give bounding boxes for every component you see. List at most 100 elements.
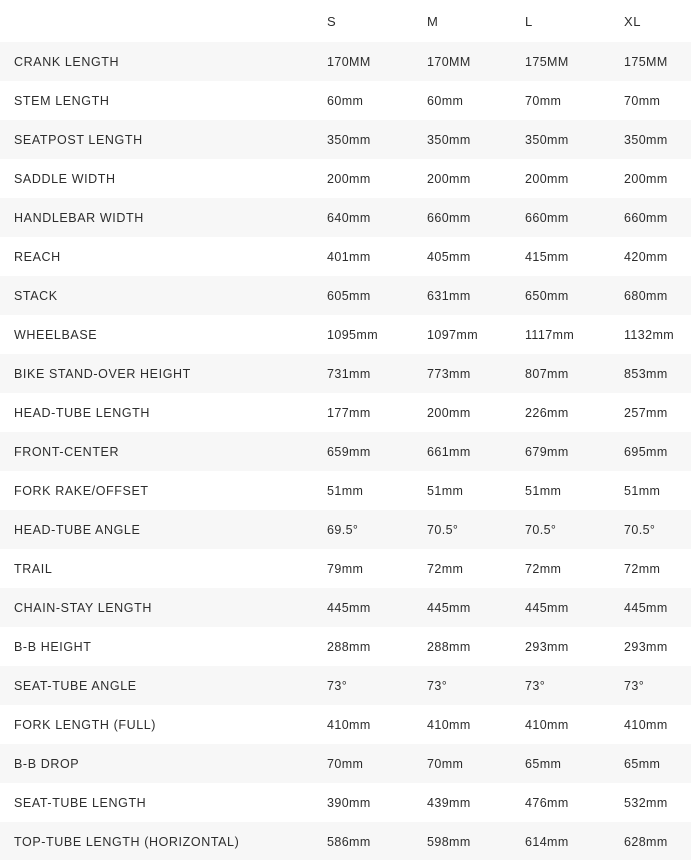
spec-label: WHEELBASE xyxy=(14,327,98,342)
spec-value: 445mm xyxy=(525,600,569,615)
spec-label: FORK LENGTH (FULL) xyxy=(14,717,157,732)
spec-label: TOP-TUBE LENGTH (HORIZONTAL) xyxy=(14,834,240,849)
table-row: SEAT-TUBE ANGLE 73° 73° 73° 73° xyxy=(0,666,691,705)
table-row: B-B HEIGHT 288mm 288mm 293mm 293mm xyxy=(0,627,691,666)
spec-value: 70.5° xyxy=(525,522,557,537)
spec-value: 175MM xyxy=(525,54,569,69)
spec-label: CRANK LENGTH xyxy=(14,54,120,69)
spec-label: HEAD-TUBE ANGLE xyxy=(14,522,141,537)
spec-value: 415mm xyxy=(525,249,569,264)
spec-value: 660mm xyxy=(427,210,471,225)
spec-label: B-B DROP xyxy=(14,756,80,771)
spec-label: SEAT-TUBE ANGLE xyxy=(14,678,137,693)
table-row: HANDLEBAR WIDTH 640mm 660mm 660mm 660mm xyxy=(0,198,691,237)
table-body: CRANK LENGTH 170MM 170MM 175MM 175MM STEM LEN… xyxy=(0,42,691,860)
spec-label: CHAIN-STAY LENGTH xyxy=(14,600,152,615)
spec-value: 1132mm xyxy=(624,327,675,342)
spec-value: 79mm xyxy=(327,561,364,576)
spec-value: 628mm xyxy=(624,834,668,849)
spec-label: SEATPOST LENGTH xyxy=(14,132,143,147)
spec-value: 226mm xyxy=(525,405,569,420)
spec-value: 51mm xyxy=(624,483,661,498)
spec-value: 605mm xyxy=(327,288,371,303)
table-row: FORK LENGTH (FULL) 410mm 410mm 410mm 410mm xyxy=(0,705,691,744)
spec-value: 350mm xyxy=(327,132,371,147)
spec-value: 410mm xyxy=(427,717,471,732)
table-row: HEAD-TUBE LENGTH 177mm 200mm 226mm 257mm xyxy=(0,393,691,432)
spec-value: 410mm xyxy=(624,717,668,732)
spec-value: 1117mm xyxy=(525,327,575,342)
spec-value: 293mm xyxy=(525,639,569,654)
size-header-row: S M L XL xyxy=(0,0,691,42)
spec-value: 72mm xyxy=(624,561,661,576)
spec-label: SEAT-TUBE LENGTH xyxy=(14,795,147,810)
spec-label: FRONT-CENTER xyxy=(14,444,120,459)
table-row: SADDLE WIDTH 200mm 200mm 200mm 200mm xyxy=(0,159,691,198)
spec-value: 60mm xyxy=(427,93,464,108)
spec-value: 72mm xyxy=(427,561,464,576)
spec-value: 659mm xyxy=(327,444,371,459)
spec-value: 70mm xyxy=(427,756,464,771)
spec-value: 51mm xyxy=(427,483,464,498)
size-column-header-m: M xyxy=(427,13,439,29)
spec-value: 405mm xyxy=(427,249,471,264)
spec-value: 70.5° xyxy=(624,522,656,537)
spec-value: 679mm xyxy=(525,444,569,459)
spec-value: 532mm xyxy=(624,795,668,810)
spec-value: 631mm xyxy=(427,288,471,303)
table-row: SEAT-TUBE LENGTH 390mm 439mm 476mm 532mm xyxy=(0,783,691,822)
spec-label: STACK xyxy=(14,288,58,303)
spec-value: 170MM xyxy=(327,54,371,69)
table-row: CRANK LENGTH 170MM 170MM 175MM 175MM xyxy=(0,42,691,81)
spec-value: 350mm xyxy=(427,132,471,147)
spec-value: 350mm xyxy=(525,132,569,147)
table-row: FORK RAKE/OFFSET 51mm 51mm 51mm 51mm xyxy=(0,471,691,510)
spec-value: 65mm xyxy=(525,756,562,771)
table-row: REACH 401mm 405mm 415mm 420mm xyxy=(0,237,691,276)
table-row: SEATPOST LENGTH 350mm 350mm 350mm 350mm xyxy=(0,120,691,159)
spec-value: 445mm xyxy=(327,600,371,615)
spec-value: 731mm xyxy=(327,366,371,381)
spec-value: 70mm xyxy=(327,756,364,771)
spec-value: 170MM xyxy=(427,54,471,69)
spec-value: 853mm xyxy=(624,366,668,381)
spec-value: 200mm xyxy=(427,171,471,186)
size-column-header-l: L xyxy=(525,13,533,29)
spec-value: 65mm xyxy=(624,756,661,771)
spec-label: FORK RAKE/OFFSET xyxy=(14,483,149,498)
spec-value: 200mm xyxy=(525,171,569,186)
spec-value: 73° xyxy=(624,678,645,693)
table-row: WHEELBASE 1095mm 1097mm 1117mm 1132mm xyxy=(0,315,691,354)
spec-value: 390mm xyxy=(327,795,371,810)
spec-value: 476mm xyxy=(525,795,569,810)
spec-value: 661mm xyxy=(427,444,471,459)
spec-label: TRAIL xyxy=(14,561,53,576)
spec-value: 73° xyxy=(525,678,546,693)
spec-value: 177mm xyxy=(327,405,371,420)
spec-value: 350mm xyxy=(624,132,668,147)
spec-value: 695mm xyxy=(624,444,668,459)
spec-value: 73° xyxy=(427,678,448,693)
spec-value: 614mm xyxy=(525,834,569,849)
spec-value: 401mm xyxy=(327,249,371,264)
spec-value: 1097mm xyxy=(427,327,479,342)
spec-label: HEAD-TUBE LENGTH xyxy=(14,405,151,420)
spec-value: 807mm xyxy=(525,366,569,381)
spec-label: BIKE STAND-OVER HEIGHT xyxy=(14,366,191,381)
table-row: HEAD-TUBE ANGLE 69.5° 70.5° 70.5° 70.5° xyxy=(0,510,691,549)
spec-value: 420mm xyxy=(624,249,668,264)
spec-value: 70mm xyxy=(624,93,661,108)
spec-value: 1095mm xyxy=(327,327,379,342)
spec-value: 773mm xyxy=(427,366,471,381)
table-row: STEM LENGTH 60mm 60mm 70mm 70mm xyxy=(0,81,691,120)
table-row: B-B DROP 70mm 70mm 65mm 65mm xyxy=(0,744,691,783)
spec-value: 60mm xyxy=(327,93,364,108)
spec-value: 175MM xyxy=(624,54,668,69)
spec-value: 660mm xyxy=(624,210,668,225)
spec-value: 51mm xyxy=(327,483,364,498)
table-row: CHAIN-STAY LENGTH 445mm 445mm 445mm 445mm xyxy=(0,588,691,627)
spec-value: 680mm xyxy=(624,288,668,303)
spec-value: 586mm xyxy=(327,834,371,849)
spec-value: 200mm xyxy=(624,171,668,186)
